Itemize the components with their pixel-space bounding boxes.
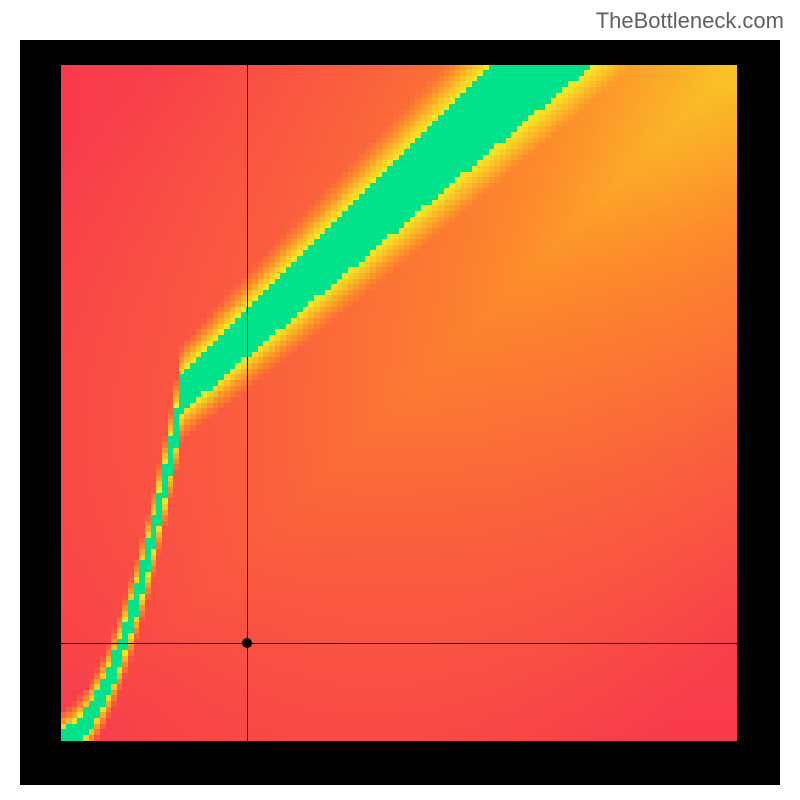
marker-dot [242,638,252,648]
watermark-text: TheBottleneck.com [596,8,784,34]
crosshair-horizontal [61,643,737,644]
chart-frame [20,40,780,785]
heatmap-area [61,65,737,741]
chart-container: TheBottleneck.com [0,0,800,800]
heatmap-canvas [61,65,737,741]
